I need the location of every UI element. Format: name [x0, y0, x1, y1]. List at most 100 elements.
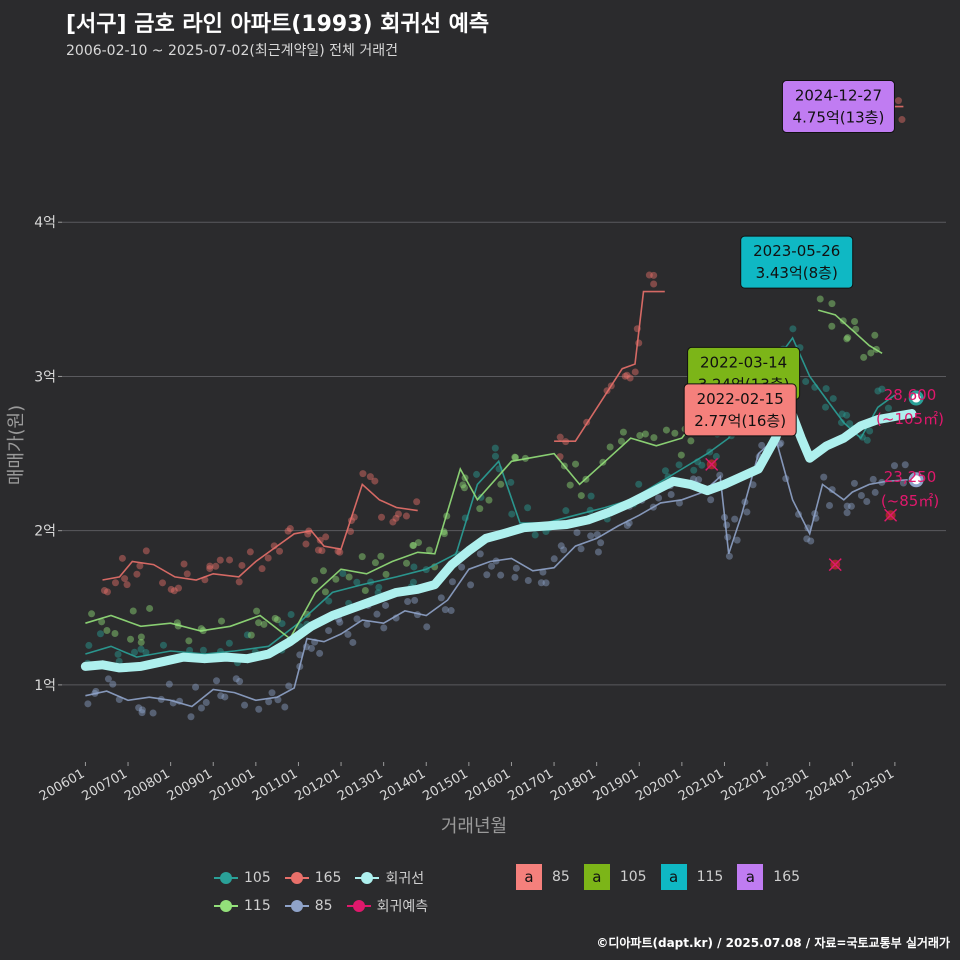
transaction-dot [212, 562, 220, 570]
transaction-dot [901, 461, 909, 469]
y-axis-title: 매매가(원) [6, 405, 27, 485]
transaction-dot [507, 478, 515, 486]
transaction-dot [85, 641, 93, 649]
transaction-dot [349, 638, 357, 646]
forecast-area-label: (~85㎡) [881, 492, 939, 510]
annotation-date: 2023-05-26 [753, 242, 840, 260]
transaction-dot [409, 578, 417, 586]
forecast-value-label: 23,250 [884, 468, 937, 486]
transaction-dot [339, 569, 347, 577]
transaction-dot [825, 502, 833, 510]
transaction-dot [104, 675, 112, 683]
transaction-dot [860, 353, 868, 361]
transaction-dot [131, 648, 139, 656]
transaction-dot [562, 507, 570, 515]
transaction-dot [159, 579, 167, 587]
annotation-key-label: 165 [773, 869, 801, 885]
source-footer: ©디아파트(dapt.kr) / 2025.07.08 / 자료=국토교통부 실… [596, 936, 950, 950]
annotation-price: 3.43억(8층) [756, 264, 838, 282]
series-line-165 [554, 290, 665, 442]
x-tick-label: 201501 [420, 766, 470, 804]
transaction-dot [284, 527, 292, 535]
transaction-dot [192, 683, 200, 691]
annotation-swatch: a [660, 864, 687, 890]
transaction-dot [98, 618, 106, 626]
transaction-dot [380, 624, 388, 632]
annotation-key-105: a 105 [583, 864, 647, 890]
transaction-dot [371, 559, 379, 567]
transaction-dot [389, 518, 397, 526]
legend-dot [290, 872, 303, 884]
scatter-165 [100, 90, 906, 596]
transaction-dot [661, 467, 669, 475]
annotation-key-165: a 165 [737, 864, 800, 890]
transaction-dot [459, 481, 467, 489]
transaction-dot [238, 561, 246, 569]
transaction-dot [822, 403, 830, 411]
transaction-dot [485, 496, 493, 504]
transaction-dot [635, 339, 643, 347]
transaction-dot [448, 578, 456, 586]
transaction-dot [246, 548, 254, 556]
transaction-dot [366, 473, 374, 481]
transaction-dot [650, 434, 658, 442]
transaction-dot [749, 481, 757, 489]
transaction-dot [650, 280, 658, 288]
transaction-dot [577, 545, 585, 553]
transaction-dot [641, 430, 649, 438]
transaction-dot [869, 475, 877, 483]
transaction-dot [271, 614, 279, 622]
transaction-dot [121, 575, 129, 583]
transaction-dot [138, 709, 146, 717]
transaction-dot [361, 587, 369, 595]
forecast-area-label: (~105㎡) [876, 410, 944, 428]
transaction-dot [440, 530, 448, 538]
transaction-dot [217, 692, 225, 700]
transaction-dot [675, 499, 683, 507]
transaction-dot [138, 706, 146, 714]
transaction-dot [100, 587, 108, 595]
annotation-legend: a 85 a 105 a 115 a 165 [516, 864, 814, 890]
transaction-dot [123, 581, 131, 589]
transaction-dot [278, 620, 286, 628]
annotation-swatch: a [583, 864, 610, 890]
transaction-dot [273, 616, 281, 624]
chart-title: [서구] 금호 라인 아파트(1993) 회귀선 예측 [66, 12, 490, 37]
transaction-dot [843, 335, 851, 343]
legend-label-85: 85 [314, 898, 333, 914]
transaction-dot [789, 325, 797, 333]
x-tick-label: 201301 [335, 766, 385, 804]
transaction-dot [319, 567, 327, 575]
annotation-key-85: a 85 [516, 864, 570, 890]
transaction-dot [843, 509, 851, 517]
transaction-dot [146, 604, 154, 612]
transaction-dot [716, 471, 724, 479]
transaction-dot [111, 629, 119, 637]
transaction-dot [264, 554, 272, 562]
transaction-dot [358, 553, 366, 561]
legend-item-forecast: 회귀예측 [346, 896, 428, 916]
transaction-dot [511, 453, 519, 461]
transaction-dot [377, 552, 385, 560]
transaction-dot [606, 443, 614, 451]
transaction-dot [807, 537, 815, 545]
x-tick-label: 201101 [250, 766, 300, 804]
chart-subtitle: 2006-02-10 ~ 2025-07-02(최근계약일) 전체 거래건 [66, 43, 398, 59]
transaction-dot [185, 637, 193, 645]
transaction-dot [88, 610, 96, 618]
transaction-dot [276, 547, 284, 555]
transaction-dot [723, 521, 731, 529]
annotation-date: 2024-12-27 [795, 87, 882, 105]
legend-item-115: 115 [214, 897, 271, 915]
transaction-dot [577, 492, 585, 500]
transaction-dot [556, 433, 564, 441]
transaction-dot [202, 699, 210, 707]
transaction-dot [136, 562, 144, 570]
transaction-dot [898, 116, 906, 124]
annotation-box: 2022-02-15 2.77억(16층) [683, 383, 797, 437]
x-tick-label: 200801 [122, 766, 172, 804]
transaction-dot [712, 452, 720, 460]
legend-label-165: 165 [314, 870, 342, 886]
transaction-dot [410, 563, 418, 571]
